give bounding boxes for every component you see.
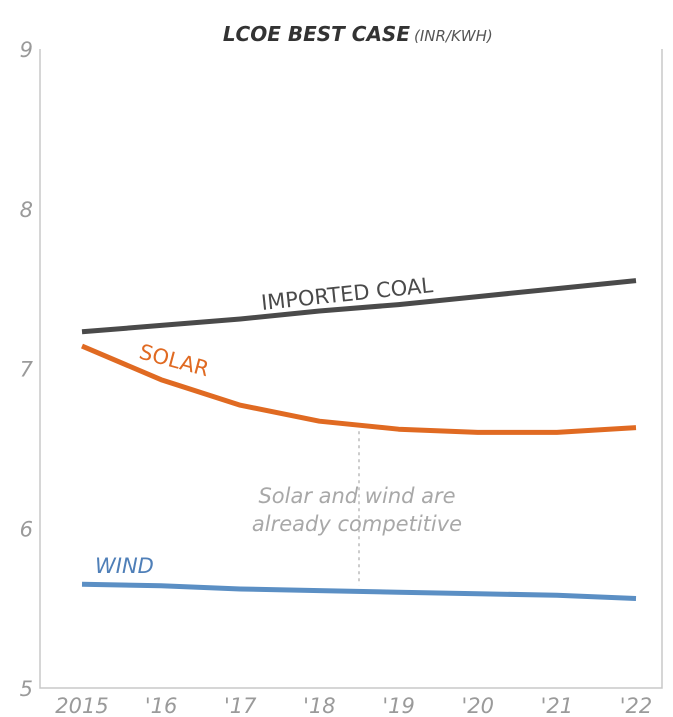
y-tick-label: 5 [20,677,33,701]
x-tick-label: 2015 [55,694,108,717]
series-line-solar [81,343,637,435]
x-tick-label: '16 [145,694,178,717]
series-line-wind [81,581,637,601]
chart-title: LCOE BEST CASE [223,22,411,46]
x-tick-label: '19 [382,694,415,717]
y-axis-ticks: 9 8 7 6 5 [20,38,34,701]
series-line-imported-coal [81,278,637,335]
plot-frame [39,49,663,689]
x-tick-label: '22 [620,694,653,717]
x-tick-label: '21 [541,694,574,717]
y-tick-label: 8 [20,198,33,222]
x-tick-label: '17 [224,694,257,717]
x-axis-ticks: 2015 '16 '17 '18 '19 '20 '21 '22 [55,694,652,717]
y-tick-label: 7 [20,358,34,382]
x-tick-label: '18 [303,694,336,717]
y-tick-label: 9 [20,38,33,62]
chart-title-unit: (INR/KWH) [414,27,493,45]
annotation-line-1: Solar and wind are [258,484,455,508]
series-label-wind: WIND [95,554,154,578]
series-lines [81,278,637,601]
x-tick-label: '20 [461,694,494,717]
annotation-line-2: already competitive [252,512,462,536]
y-tick-label: 6 [20,517,33,541]
